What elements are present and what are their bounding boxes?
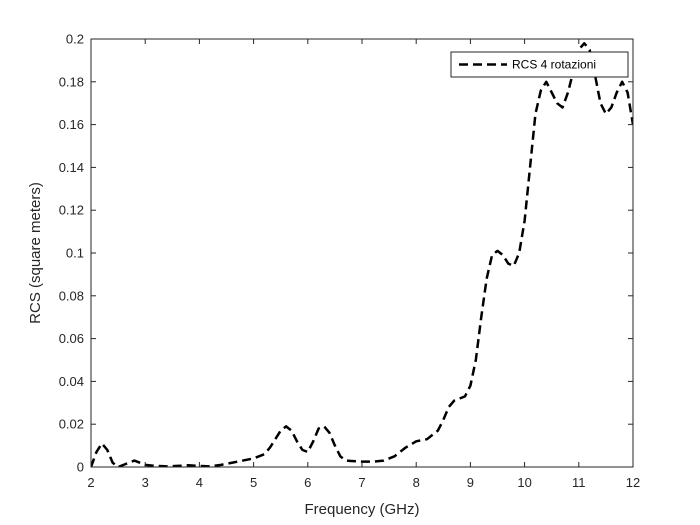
y-tick-label: 0.1: [66, 246, 84, 261]
x-tick-label: 12: [626, 475, 640, 490]
y-tick-label: 0.04: [59, 374, 84, 389]
y-tick-label: 0.06: [59, 331, 84, 346]
x-tick-label: 2: [87, 475, 94, 490]
x-tick-label: 7: [358, 475, 365, 490]
x-tick-label: 8: [413, 475, 420, 490]
y-tick-label: 0.2: [66, 32, 84, 47]
y-tick-label: 0.12: [59, 203, 84, 218]
x-tick-label: 9: [467, 475, 474, 490]
y-axis-title: RCS (square meters): [27, 182, 44, 324]
x-tick-label: 10: [517, 475, 531, 490]
legend-label: RCS 4 rotazioni: [512, 58, 596, 72]
ticks-layer: 2 3 4 5 6 7 8 9 10 11 12 0 0.02 0.04 0.06 0.08 0.1 0.12 0.…: [59, 32, 641, 491]
legend: RCS 4 rotazioni: [450, 51, 629, 78]
y-tick-label: 0.14: [59, 160, 84, 175]
y-tick-label: 0.16: [59, 117, 84, 132]
data-layer: [91, 42, 633, 467]
y-tick-label: 0.02: [59, 417, 84, 432]
plot-area: [91, 39, 633, 467]
y-tick-label: 0.08: [59, 288, 84, 303]
series-line-0: [91, 42, 633, 467]
x-tick-label: 11: [572, 475, 586, 490]
x-tick-label: 4: [196, 475, 203, 490]
x-axis-title: Frequency (GHz): [304, 501, 419, 518]
x-tick-label: 3: [142, 475, 149, 490]
x-tick-label: 6: [304, 475, 311, 490]
x-tick-label: 5: [250, 475, 257, 490]
y-tick-label: 0.18: [59, 74, 84, 89]
y-tick-label: 0: [77, 460, 84, 475]
